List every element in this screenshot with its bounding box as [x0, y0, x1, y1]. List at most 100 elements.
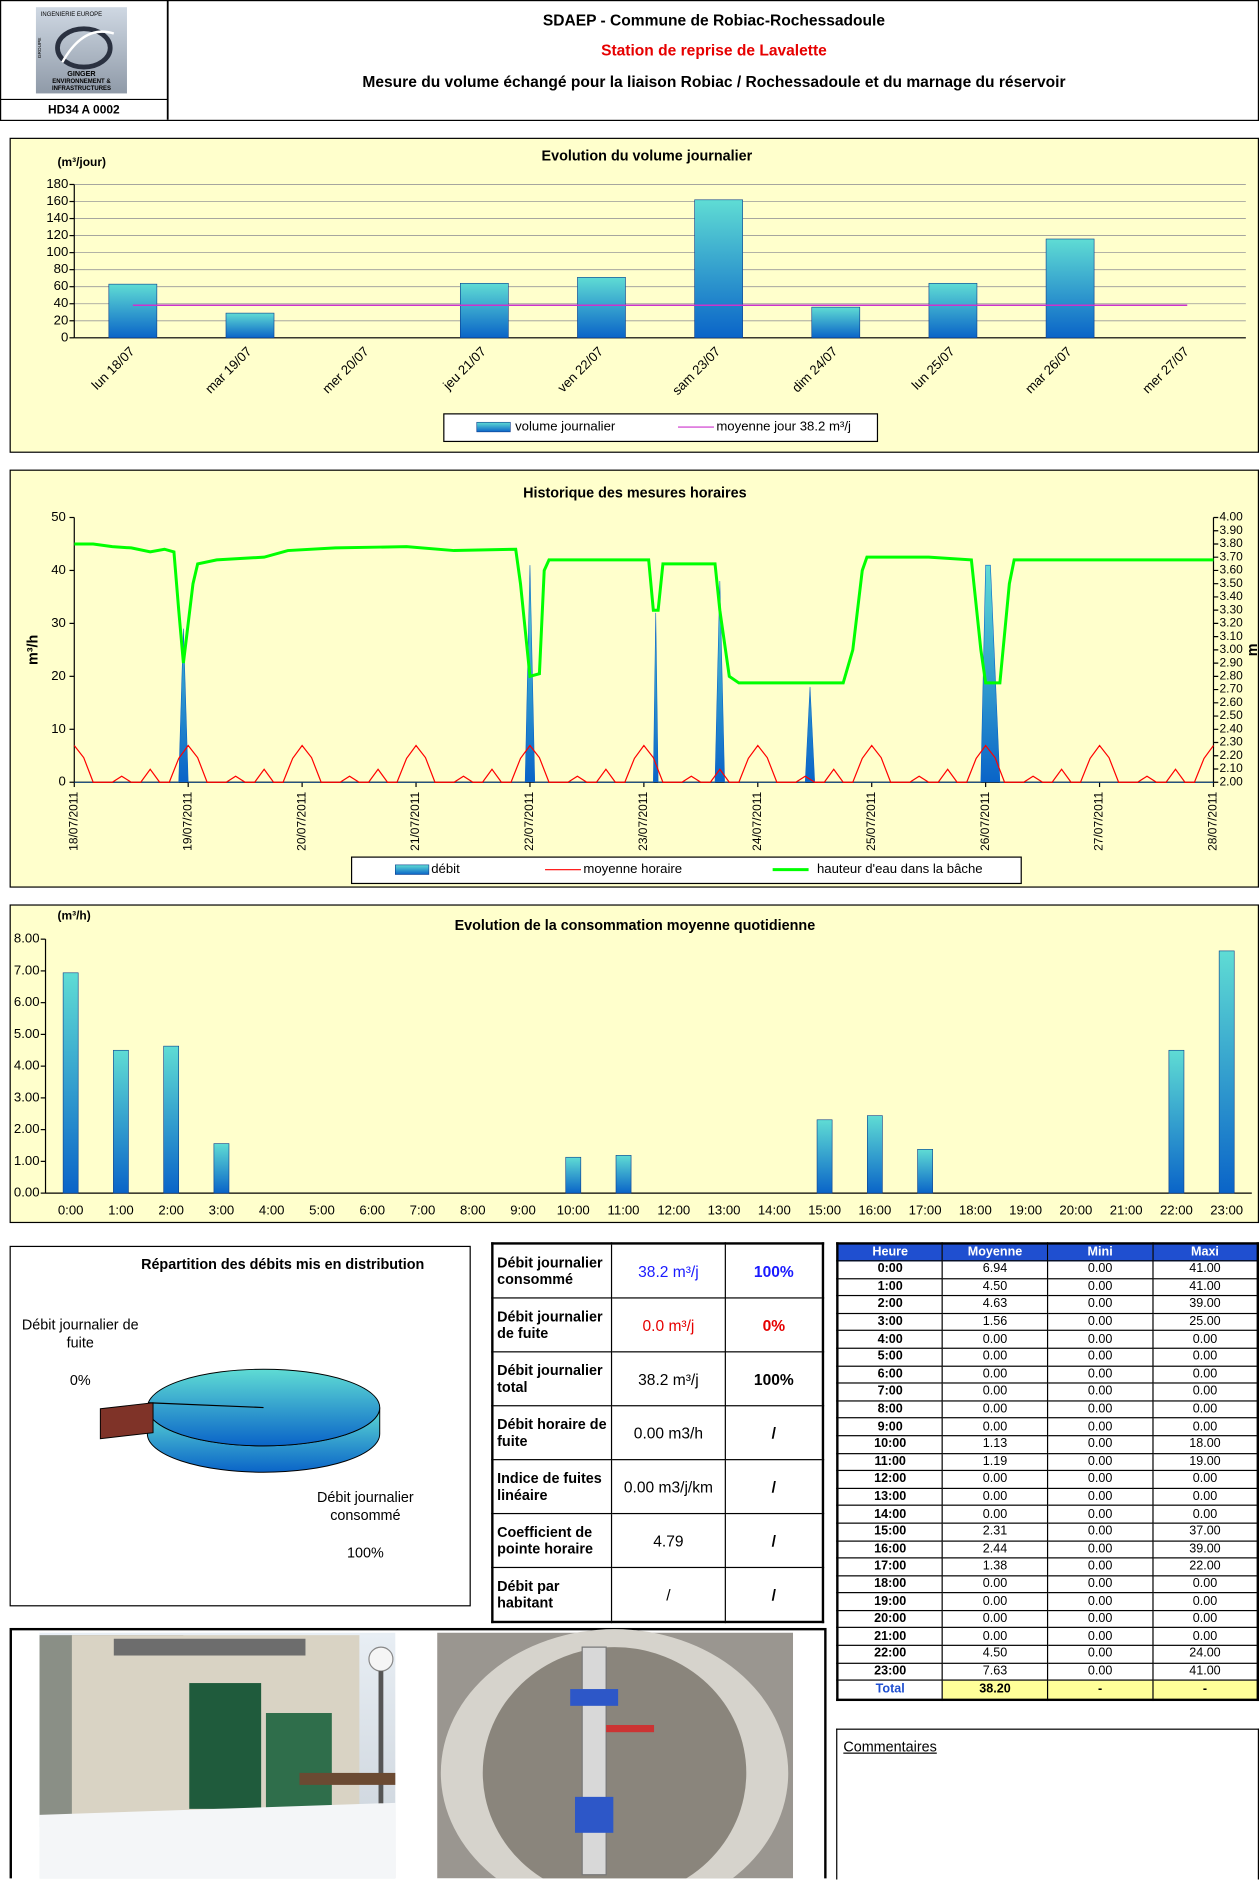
x-tick-label: 18:00	[959, 1203, 992, 1218]
table-cell: /	[610, 1566, 726, 1623]
y-tick-label: 140	[46, 210, 68, 225]
table-row: 14:00 0.00 0.00 0.00	[836, 1504, 1259, 1524]
y2-tick-label: 3.70	[1219, 549, 1243, 563]
comments-box: Commentaires	[836, 1728, 1259, 1880]
line	[73, 744, 1214, 783]
y-tick-label: 20	[54, 312, 69, 327]
y2-tick-label: 3.10	[1219, 629, 1243, 643]
table-cell: 0.00	[1152, 1382, 1259, 1402]
table-header-cell: Mini	[1046, 1242, 1154, 1262]
bar	[225, 312, 275, 339]
table-cell: 23:00	[836, 1662, 944, 1681]
pie-value-label: 100%	[346, 1544, 384, 1561]
table-cell: 0.00	[1046, 1644, 1154, 1664]
table-cell: /	[724, 1566, 824, 1623]
pie-value-label: 0%	[69, 1371, 91, 1389]
table-cell: -	[1046, 1679, 1154, 1701]
table-row: Débit journalier total 38.2 m³/j 100%	[491, 1351, 824, 1407]
bar	[577, 277, 626, 339]
table-row: Indice de fuites linéaire 0.00 m3/j/km /	[491, 1459, 824, 1515]
table-cell: 0.00	[1046, 1382, 1154, 1402]
bar	[1045, 238, 1095, 339]
bar	[867, 1115, 883, 1194]
table-cell: 0.00	[1152, 1330, 1259, 1349]
table-cell: 20:00	[836, 1609, 944, 1629]
bar	[108, 283, 158, 339]
bar	[62, 972, 79, 1194]
y-tick-label: 2.00	[14, 1121, 40, 1136]
table-cell: 10:00	[836, 1435, 944, 1454]
table-cell: 0.00	[941, 1382, 1049, 1402]
table-cell: 6.94	[941, 1260, 1049, 1279]
table-cell: /	[724, 1512, 824, 1569]
table-cell: 0.00 m3/j/km	[610, 1459, 726, 1515]
x-tick-label: 12:00	[657, 1203, 690, 1218]
table-cell: 0.00	[941, 1592, 1049, 1612]
table-cell: 0.00	[1046, 1452, 1154, 1472]
table-cell: 0.00	[1046, 1277, 1154, 1297]
table-cell: 0.00	[1152, 1400, 1259, 1419]
table-cell: 22.00	[1152, 1557, 1259, 1577]
table-cell: 0.00	[1046, 1522, 1154, 1542]
doc-subtitle: Station de reprise de Lavalette	[601, 43, 827, 60]
x-tick-label: 28/07/2011	[1206, 791, 1220, 850]
table-cell: 0.00	[1046, 1365, 1154, 1384]
table-cell: 0.00	[941, 1487, 1049, 1507]
table-row: 11:00 1.19 0.00 19.00	[836, 1452, 1259, 1472]
table-cell: 9:00	[836, 1417, 944, 1437]
x-tick-label: 10:00	[557, 1203, 590, 1218]
table-cell: 16:00	[836, 1539, 944, 1559]
table-cell: 0%	[724, 1297, 824, 1353]
y2-tick-label: 3.30	[1219, 602, 1243, 616]
table-row: 9:00 0.00 0.00 0.00	[836, 1417, 1259, 1437]
table-cell: Débit journalier de fuite	[491, 1297, 613, 1353]
table-row: 3:00 1.56 0.00 25.00	[836, 1312, 1259, 1332]
table-cell: 4.79	[610, 1512, 726, 1569]
table-cell: 21:00	[836, 1627, 944, 1646]
table-row: 16:00 2.44 0.00 39.00	[836, 1539, 1259, 1559]
table-cell: 0.00	[1046, 1627, 1154, 1646]
table-cell: 0.00	[941, 1365, 1049, 1384]
table-row: 18:00 0.00 0.00 0.00	[836, 1574, 1259, 1594]
table-cell: 8:00	[836, 1400, 944, 1419]
table-cell: 0.00	[1046, 1435, 1154, 1454]
legend-swatch	[476, 421, 511, 433]
legend-label: débit	[431, 861, 460, 876]
table-cell: 0.00	[1152, 1487, 1259, 1507]
y-tick-label: 5.00	[14, 1026, 40, 1041]
table-cell: 0.00	[941, 1400, 1049, 1419]
y-tick-label: 0	[59, 774, 66, 789]
table-row: 17:00 1.38 0.00 22.00	[836, 1557, 1259, 1577]
table-cell: Coefficient de pointe horaire	[491, 1512, 613, 1569]
y2-tick-label: 3.80	[1219, 536, 1243, 550]
table-row: 8:00 0.00 0.00 0.00	[836, 1400, 1259, 1419]
table-cell: 15:00	[836, 1522, 944, 1542]
table-cell: 0.00	[1152, 1574, 1259, 1594]
y-tick-label: 50	[51, 509, 66, 524]
table-row: Débit horaire de fuite 0.00 m3/h /	[491, 1405, 824, 1461]
legend-label: hauteur d'eau dans la bâche	[817, 861, 983, 876]
table-cell: 38.2 m³/j	[610, 1242, 726, 1299]
x-tick-label: 26/07/2011	[978, 791, 992, 850]
legend-label: moyenne jour 38.2 m³/j	[716, 419, 851, 434]
table-cell: 2:00	[836, 1295, 944, 1314]
legend-box	[443, 413, 879, 443]
table-row: Débit journalier de fuite 0.0 m³/j 0%	[491, 1297, 824, 1353]
legend-label: volume journalier	[515, 419, 616, 434]
y-tick-label: 30	[51, 615, 66, 630]
y-tick-label: 40	[51, 562, 66, 577]
photo-chamber	[437, 1629, 794, 1879]
pie-slice	[99, 1402, 154, 1440]
x-tick-label: 22/07/2011	[522, 791, 536, 850]
table-cell: 0.00	[941, 1504, 1049, 1524]
bar	[615, 1155, 632, 1194]
table-cell: 22:00	[836, 1644, 944, 1664]
table-cell: 4.50	[941, 1644, 1049, 1664]
table-cell: Débit journalier total	[491, 1351, 613, 1407]
y-axis-label: m³/h	[25, 635, 41, 665]
table-row: 12:00 0.00 0.00 0.00	[836, 1470, 1259, 1489]
table-cell: /	[724, 1459, 824, 1515]
bar	[1168, 1049, 1185, 1194]
pie-label: Débit journalier consommé	[317, 1489, 414, 1524]
logo-text: GINGER	[67, 70, 96, 78]
